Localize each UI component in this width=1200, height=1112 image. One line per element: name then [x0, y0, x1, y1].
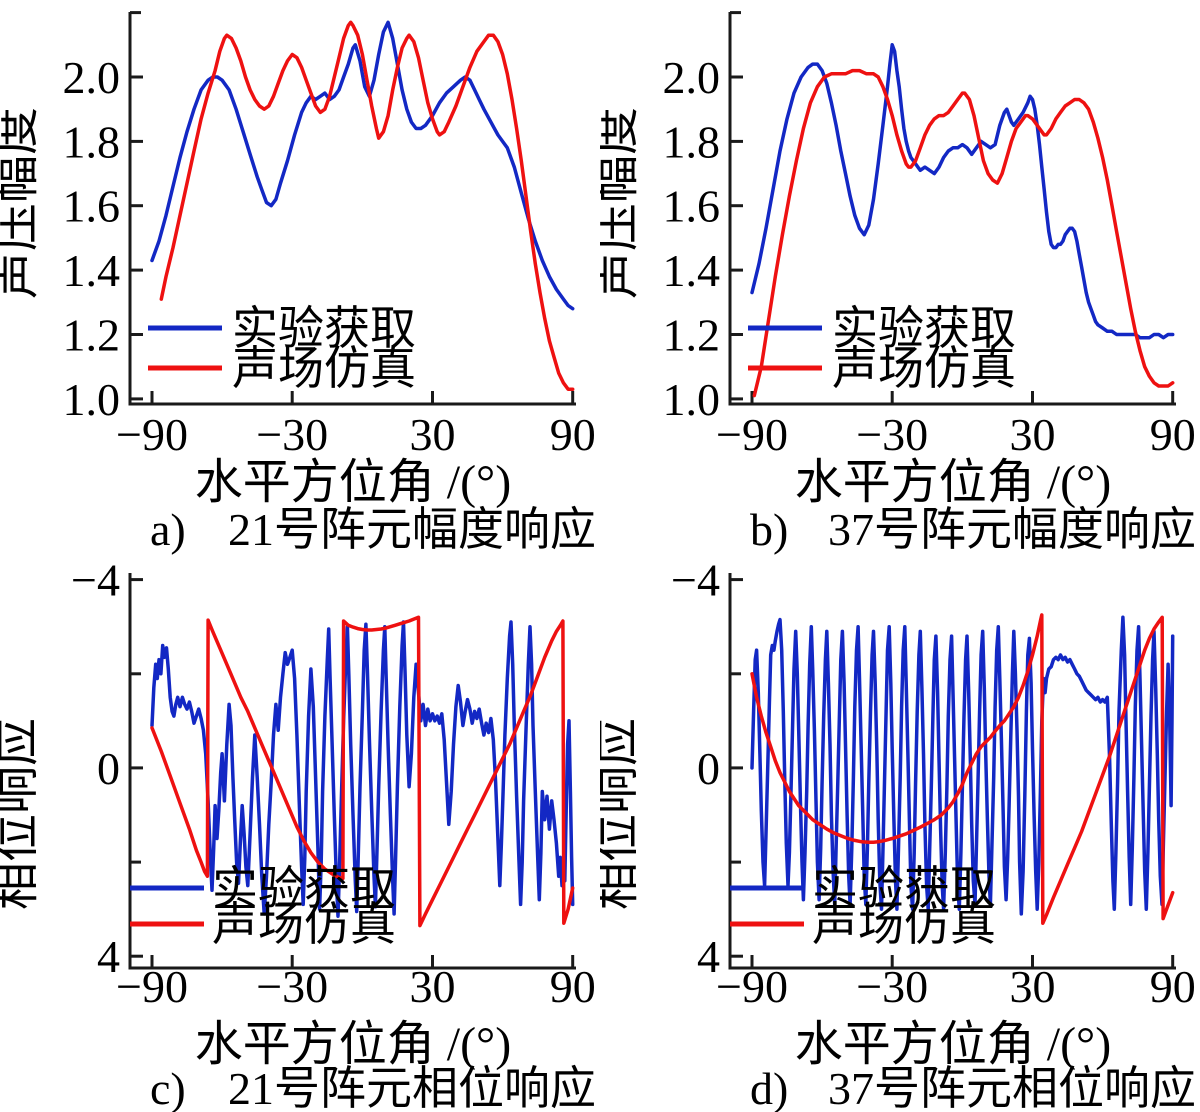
series-simulation-line — [750, 613, 1175, 926]
caption-label: 21号阵元相位响应 — [228, 1063, 596, 1112]
series-experiment-line — [150, 20, 575, 311]
x-tick-label: 90 — [1150, 961, 1196, 1012]
caption-prefix: d) — [750, 1063, 788, 1112]
series-simulation-line — [159, 20, 575, 391]
series-experiment-line — [150, 620, 575, 918]
y-tick-label: 0 — [97, 743, 120, 794]
x-tick-label: 30 — [1010, 409, 1056, 460]
y-tick-label: 0 — [697, 743, 720, 794]
caption-label: 37号阵元幅度响应 — [828, 504, 1196, 555]
chart-panel-a: −90 −30 30 90 2.0 1.8 1.6 1.4 1.2 1.0 水平方位角 /(°) 声压… — [0, 11, 596, 555]
chart-panel-b: −90 −30 30 90 2.0 1.8 1.6 1.4 1.2 1.0 水平方位角 /(°) 声压… — [600, 11, 1196, 555]
y-tick-label: −4 — [671, 556, 720, 606]
caption-label: 37号阵元相位响应 — [828, 1063, 1196, 1112]
axis-spine — [728, 573, 1176, 970]
series-experiment-line — [750, 615, 1175, 916]
y-tick-label: 1.4 — [63, 245, 121, 296]
y-tick-label: 1.8 — [663, 116, 721, 167]
legend-experiment-label: 实验获取 — [232, 303, 416, 354]
y-tick-label: 1.0 — [663, 374, 721, 425]
x-tick-label: 30 — [1010, 961, 1056, 1012]
x-tick-label: −90 — [716, 961, 788, 1012]
caption-prefix: c) — [150, 1063, 186, 1112]
y-tick-label: 2.0 — [663, 52, 721, 103]
x-tick-label: 90 — [1150, 409, 1196, 460]
y-tick-label: 1.6 — [63, 181, 121, 232]
x-tick-label: −30 — [856, 409, 928, 460]
chart-panel-c: −90 −30 30 90 −4 0 4 水平方位角 /(°) 相位响应 c) 21号阵元相位响应 实… — [0, 556, 596, 1112]
series-simulation-line — [752, 68, 1175, 398]
y-tick-label: 4 — [97, 931, 120, 982]
x-tick-label: 30 — [410, 961, 456, 1012]
y-tick-label: −4 — [71, 556, 120, 606]
legend-simulation-label: 声场仿真 — [812, 899, 996, 950]
x-tick-label: −30 — [256, 961, 328, 1012]
x-tick-label: −30 — [856, 961, 928, 1012]
axis-spine — [128, 573, 576, 970]
y-tick-label: 1.2 — [63, 310, 121, 361]
y-axis-label: 相位响应 — [600, 718, 643, 910]
legend-simulation-label: 声场仿真 — [832, 343, 1016, 394]
series-simulation-line — [150, 615, 575, 928]
y-tick-label: 2.0 — [63, 52, 121, 103]
x-tick-label: −90 — [116, 409, 188, 460]
y-tick-label: 1.4 — [663, 245, 721, 296]
y-tick-label: 1.8 — [63, 116, 121, 167]
y-tick-label: 1.6 — [663, 181, 721, 232]
x-tick-label: 30 — [410, 409, 456, 460]
x-axis-label: 水平方位角 /(°) — [195, 1018, 512, 1071]
x-tick-label: 90 — [550, 961, 596, 1012]
chart-panel-d: −90 −30 30 90 −4 0 4 水平方位角 /(°) 相位响应 d) 37号阵元相位响应 实… — [600, 556, 1196, 1112]
x-tick-label: 90 — [550, 409, 596, 460]
caption-prefix: b) — [750, 504, 788, 555]
y-tick-label: 1.2 — [663, 310, 721, 361]
x-tick-label: −30 — [256, 409, 328, 460]
legend-experiment-label: 实验获取 — [212, 863, 396, 914]
x-axis-label: 水平方位角 /(°) — [795, 456, 1112, 509]
x-tick-label: −90 — [116, 961, 188, 1012]
y-tick-label: 1.0 — [63, 374, 121, 425]
y-axis-label: 声压幅度 — [600, 107, 643, 299]
series-experiment-line — [750, 43, 1175, 340]
legend-simulation-label: 声场仿真 — [212, 899, 396, 950]
y-axis-label: 声压幅度 — [0, 107, 43, 299]
legend-simulation-label: 声场仿真 — [232, 343, 416, 394]
caption-label: 21号阵元幅度响应 — [228, 504, 596, 555]
legend-experiment-label: 实验获取 — [832, 303, 1016, 354]
x-axis-label: 水平方位角 /(°) — [195, 456, 512, 509]
y-tick-label: 4 — [697, 931, 720, 982]
caption-prefix: a) — [150, 504, 186, 555]
legend-experiment-label: 实验获取 — [812, 863, 996, 914]
x-tick-label: −90 — [716, 409, 788, 460]
y-axis-label: 相位响应 — [0, 718, 43, 910]
x-axis-label: 水平方位角 /(°) — [795, 1018, 1112, 1071]
